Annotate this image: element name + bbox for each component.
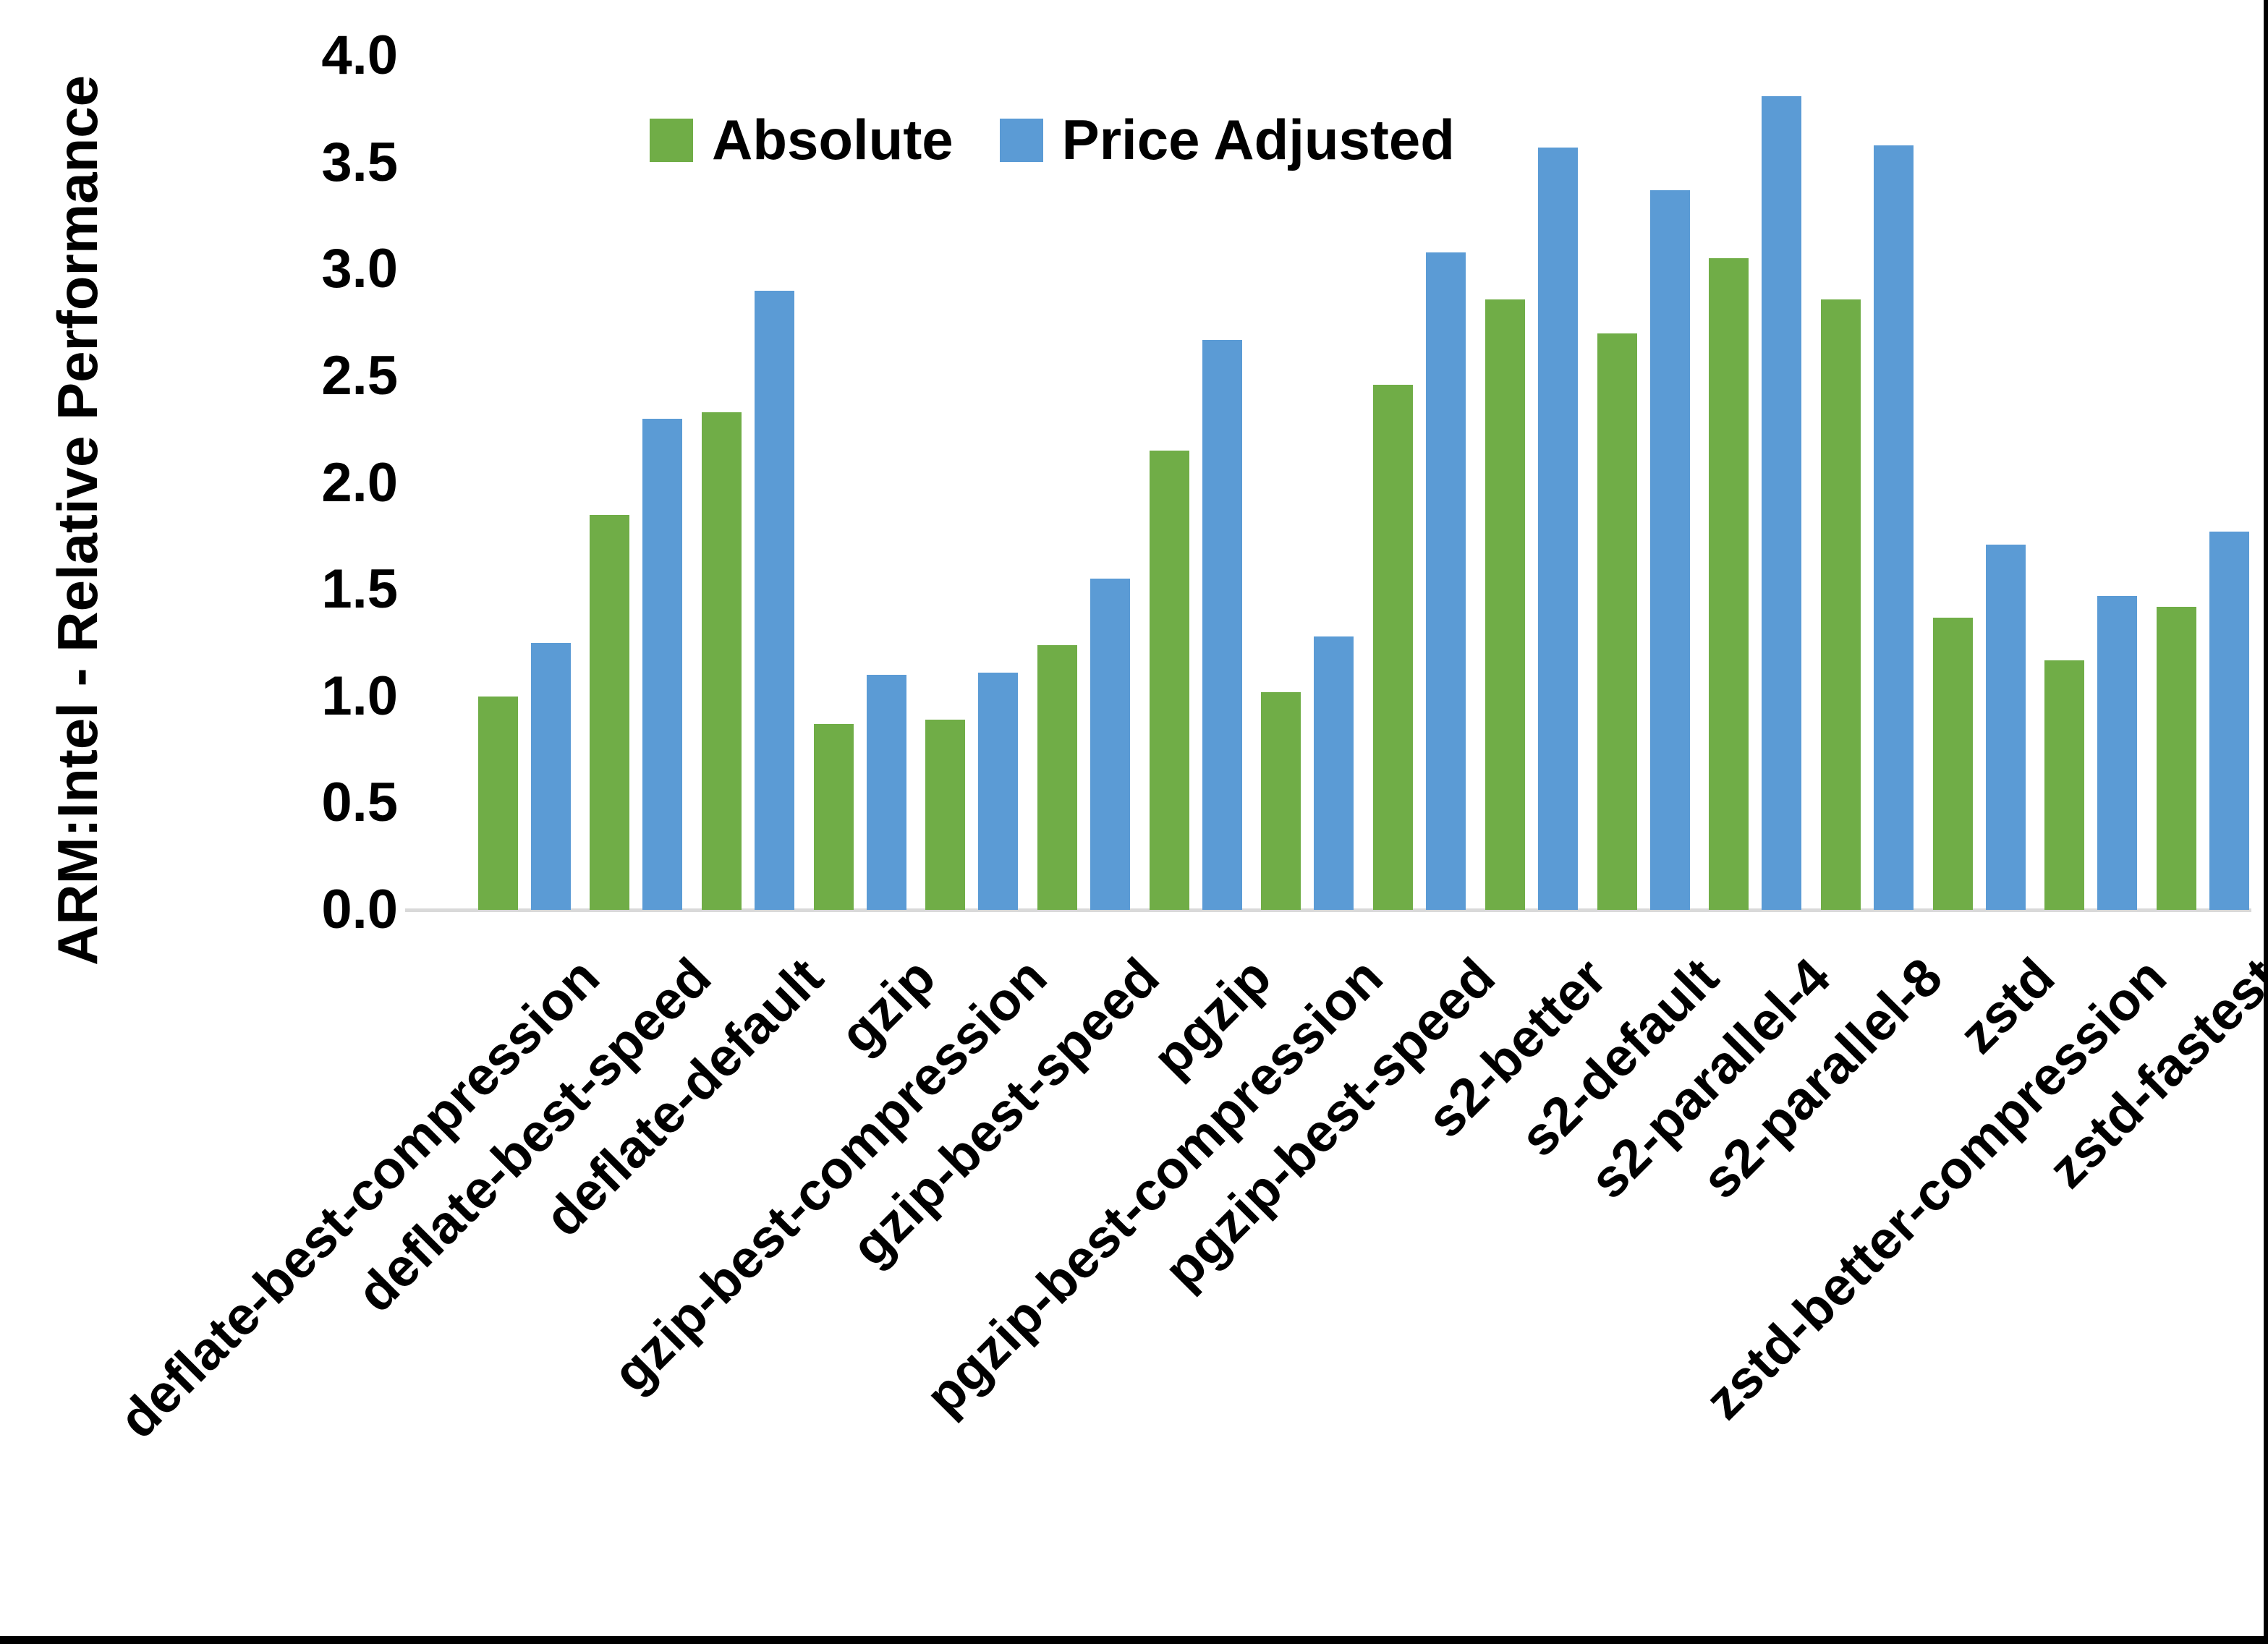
y-tick-label: 2.0 xyxy=(321,451,398,514)
legend-swatch-price-adjusted xyxy=(999,118,1043,162)
y-tick-label: 1.0 xyxy=(321,665,398,727)
y-tick-label: 1.5 xyxy=(321,558,398,621)
x-axis-line xyxy=(405,908,2251,912)
y-axis-title: ARM:Intel - Relative Performance xyxy=(46,75,109,966)
y-tick-label: 4.0 xyxy=(321,25,398,86)
legend-label-absolute: Absolute xyxy=(712,108,954,171)
bar-price-adjusted xyxy=(1649,190,1690,910)
bar-price-adjusted xyxy=(1985,545,2026,910)
bar-price-adjusted xyxy=(642,418,683,910)
bar-price-adjusted xyxy=(1537,147,1578,910)
bar-price-adjusted xyxy=(1762,96,1802,910)
bar-absolute xyxy=(1820,299,1861,910)
legend-item-price-adjusted: Price Adjusted xyxy=(999,107,1455,173)
y-tick-label: 3.5 xyxy=(321,131,398,193)
bar-absolute xyxy=(1597,333,1637,910)
bar-price-adjusted xyxy=(1873,145,1914,910)
bar-absolute xyxy=(1149,451,1189,910)
y-tick-label: 0.0 xyxy=(321,879,398,940)
bar-absolute xyxy=(1037,644,1077,910)
bar-price-adjusted xyxy=(1202,339,1242,910)
bar-price-adjusted xyxy=(754,290,794,910)
bar-absolute xyxy=(1932,617,1973,910)
bar-price-adjusted xyxy=(1090,579,1130,910)
bar-absolute xyxy=(590,514,630,910)
legend-label-price-adjusted: Price Adjusted xyxy=(1061,108,1455,171)
legend-item-absolute: Absolute xyxy=(650,107,954,173)
legend-swatch-absolute xyxy=(650,118,693,162)
screenshot-right-border xyxy=(2264,0,2268,1644)
y-tick-label: 2.5 xyxy=(321,344,398,406)
bar-absolute xyxy=(1709,258,1749,910)
legend: Absolute Price Adjusted xyxy=(650,107,1455,173)
bar-absolute xyxy=(1485,299,1525,910)
bar-price-adjusted xyxy=(1426,252,1466,910)
bar-price-adjusted xyxy=(2209,532,2249,910)
bar-absolute xyxy=(925,720,966,910)
bar-price-adjusted xyxy=(530,642,571,910)
bar-absolute xyxy=(701,412,742,910)
screenshot-bottom-border xyxy=(0,1636,2268,1644)
bar-price-adjusted xyxy=(1314,636,1354,910)
bar-absolute xyxy=(2044,660,2085,910)
bar-price-adjusted xyxy=(866,675,906,910)
bar-absolute xyxy=(1261,691,1301,910)
bar-absolute xyxy=(813,724,854,910)
bar-absolute xyxy=(1373,384,1414,910)
bar-price-adjusted xyxy=(2097,595,2138,910)
y-tick-label: 3.0 xyxy=(321,238,398,300)
bar-absolute xyxy=(477,696,518,910)
bar-price-adjusted xyxy=(978,673,1019,910)
bar-absolute xyxy=(2157,606,2196,910)
y-tick-label: 0.5 xyxy=(321,772,398,834)
x-axis-label: deflate-best-compression xyxy=(107,946,611,1450)
